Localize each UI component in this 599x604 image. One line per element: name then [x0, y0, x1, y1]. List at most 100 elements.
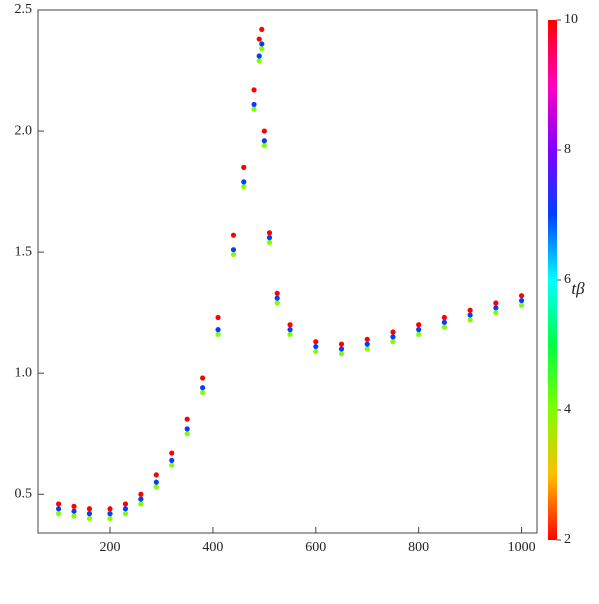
point: [256, 36, 262, 42]
y-tick-label: 1.0: [15, 365, 33, 380]
point: [441, 319, 448, 325]
point: [416, 322, 422, 328]
point: [390, 334, 396, 340]
point: [71, 508, 77, 514]
point: [71, 513, 77, 519]
point: [86, 506, 93, 512]
point: [230, 232, 237, 238]
point: [107, 511, 113, 517]
point: [215, 327, 221, 333]
point: [338, 351, 345, 357]
point: [287, 322, 293, 328]
point: [230, 247, 237, 253]
point: [138, 491, 144, 497]
point: [266, 235, 273, 241]
point: [55, 511, 62, 517]
colorbar-tick-label: 10: [564, 12, 578, 27]
point: [274, 290, 280, 296]
point: [251, 87, 257, 93]
point: [274, 295, 280, 301]
colorbar-label: tβ: [571, 279, 585, 298]
point: [241, 184, 247, 190]
point: [107, 515, 113, 522]
point: [230, 251, 237, 258]
point: [55, 501, 62, 507]
colorbar-tick-label: 6: [564, 272, 571, 287]
point: [107, 506, 113, 512]
point: [518, 293, 525, 299]
point: [138, 501, 144, 507]
point: [266, 239, 273, 246]
point: [259, 41, 265, 47]
point: [55, 506, 62, 512]
point: [259, 46, 265, 52]
point: [200, 385, 206, 391]
plot-frame: [37, 9, 538, 534]
point: [261, 138, 267, 144]
point: [390, 329, 396, 335]
point: [493, 305, 499, 311]
point: [416, 327, 422, 333]
point: [122, 506, 129, 512]
point: [184, 426, 190, 432]
point: [261, 128, 267, 134]
point: [184, 416, 190, 422]
colorbar-tick-label: 8: [564, 142, 571, 157]
y-tick-label: 1.5: [15, 244, 33, 259]
point: [122, 511, 129, 517]
colorbar-tick-label: 4: [564, 402, 571, 417]
point: [241, 164, 247, 170]
point: [241, 179, 247, 185]
point: [364, 346, 370, 352]
x-tick-label: 600: [305, 540, 326, 555]
point: [153, 479, 159, 485]
point: [441, 314, 448, 321]
point: [122, 501, 129, 507]
point: [259, 26, 265, 32]
x-tick-label: 400: [202, 540, 223, 555]
point: [518, 302, 525, 308]
point: [416, 331, 422, 338]
point: [184, 431, 190, 437]
point: [364, 341, 370, 347]
point: [338, 341, 345, 347]
point: [169, 462, 175, 468]
point: [86, 511, 93, 517]
point: [86, 515, 93, 522]
x-tick-label: 800: [408, 540, 429, 555]
point: [467, 317, 473, 323]
point: [493, 310, 499, 316]
point: [200, 375, 206, 381]
x-tick-label: 1000: [508, 540, 536, 555]
point: [364, 336, 370, 342]
point: [467, 312, 473, 318]
point: [256, 53, 262, 59]
point: [261, 142, 267, 149]
point: [338, 346, 345, 352]
point: [274, 300, 280, 306]
point: [215, 331, 221, 338]
point: [251, 106, 257, 112]
point: [390, 339, 396, 345]
point: [266, 230, 273, 236]
point: [138, 496, 144, 502]
point: [313, 348, 319, 355]
y-tick-label: 2.0: [15, 123, 33, 138]
point: [467, 307, 473, 313]
point: [518, 297, 525, 304]
point: [251, 101, 257, 108]
point: [256, 58, 262, 64]
colorbar-tick-label: 2: [564, 532, 571, 547]
colorbar: [548, 20, 557, 540]
point: [493, 300, 499, 306]
point: [313, 343, 319, 350]
point: [215, 314, 221, 321]
point: [287, 331, 293, 338]
point: [169, 450, 175, 456]
point: [153, 472, 159, 478]
point: [169, 457, 175, 463]
point: [200, 389, 206, 396]
y-tick-label: 2.5: [15, 2, 33, 17]
point: [441, 324, 448, 330]
